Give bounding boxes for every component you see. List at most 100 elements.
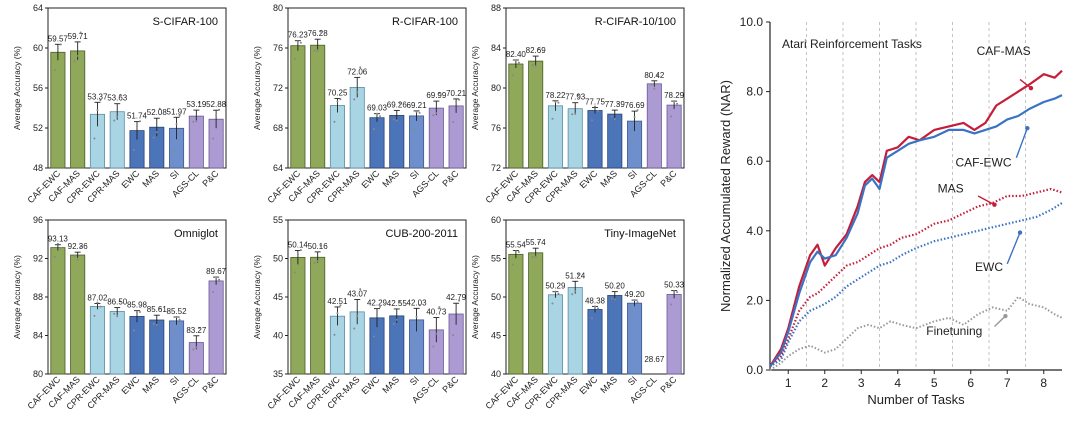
sample-dot	[113, 119, 116, 122]
sample-dot	[93, 137, 96, 140]
x-tick-label: EWC	[577, 374, 599, 396]
series-label: EWC	[975, 260, 1003, 274]
sample-dot	[59, 246, 62, 249]
bar-value-label: 40.73	[426, 308, 447, 317]
sample-dot	[517, 61, 520, 64]
y-tick-label: 45	[273, 292, 283, 302]
bar-value-label: 42.55	[387, 299, 408, 308]
y-tick-label: 0.0	[746, 363, 763, 377]
y-tick-label: 76	[273, 43, 283, 53]
y-tick-label: 88	[33, 292, 43, 302]
bar-value-label: 51.24	[565, 271, 586, 280]
chart-title: R-CIFAR-100	[392, 16, 458, 28]
sample-dot	[116, 315, 119, 318]
bar	[409, 115, 425, 169]
sample-dot	[395, 318, 398, 321]
annotation-arrow-head	[1025, 125, 1030, 131]
y-axis-label: Average Accuracy (%)	[12, 255, 22, 339]
sample-dot	[319, 30, 322, 33]
y-tick-label: 80	[33, 369, 43, 379]
sample-dot	[336, 312, 339, 315]
bar-value-label: 76.28	[308, 29, 329, 38]
y-tick-label: 35	[273, 369, 283, 379]
bar	[89, 306, 105, 375]
sample-dot	[73, 254, 76, 257]
sample-dot	[452, 334, 455, 337]
sample-dot	[438, 306, 441, 309]
sample-dot	[155, 323, 158, 326]
sample-dot	[613, 298, 616, 301]
y-axis-label: Average Accuracy (%)	[252, 255, 262, 339]
x-tick-label: 2	[821, 376, 828, 390]
bar-value-label: 83.27	[186, 326, 207, 335]
bar	[50, 247, 66, 375]
sample-dot	[392, 322, 395, 325]
bar-value-label: 48.38	[585, 296, 606, 305]
bar-panel-3: 72 76 80 84 88 Average Accuracy (%) R-CIFAR-10…	[470, 3, 685, 206]
y-tick-label: 6.0	[746, 154, 763, 168]
x-axis-label: Number of Tasks	[867, 392, 965, 407]
sample-dot	[79, 245, 82, 248]
sample-dot	[633, 116, 636, 119]
x-tick-label: 7	[1004, 376, 1011, 390]
x-tick-label: MAS	[598, 168, 619, 189]
annotation-arrow	[993, 315, 1006, 328]
bar	[607, 113, 623, 169]
annotation-arrow	[1015, 127, 1028, 158]
sample-dot	[531, 256, 534, 259]
y-tick-label: 72	[273, 83, 283, 93]
y-tick-label: 92	[33, 254, 43, 264]
sample-dot	[116, 115, 119, 118]
bar-panel-6: 40 45 50 55 60 Average Accuracy (%) Tiny-Image…	[470, 215, 685, 412]
bar-value-label: 77.93	[565, 93, 586, 102]
x-tick-label: EWC	[119, 374, 141, 396]
y-axis-label: Average Accuracy (%)	[12, 46, 22, 130]
bar-value-label: 87.02	[87, 294, 108, 303]
bar-value-label: 42.51	[327, 297, 348, 306]
sample-dot	[412, 127, 415, 130]
bar-value-label: 93.13	[48, 235, 69, 244]
y-tick-label: 72	[491, 163, 501, 173]
sample-dot	[673, 100, 676, 103]
y-tick-label: 84	[33, 331, 43, 341]
sample-dot	[379, 115, 381, 118]
sample-dot	[418, 304, 421, 307]
sample-dot	[455, 309, 458, 312]
bar	[169, 320, 185, 375]
x-tick-label: P&C	[658, 374, 679, 395]
sample-dot	[673, 290, 676, 293]
y-tick-label: 45	[491, 331, 501, 341]
bar-value-label: 43.07	[347, 290, 368, 299]
bar	[587, 309, 603, 375]
sample-dot	[630, 310, 633, 313]
annotation-arrow-head	[992, 202, 997, 207]
sample-dot	[356, 314, 359, 317]
x-tick-label: 6	[967, 376, 974, 390]
annotation-arrow	[1006, 232, 1021, 265]
bar-value-label: 50.16	[308, 242, 329, 251]
sample-dot	[53, 256, 56, 259]
sample-dot	[398, 300, 401, 303]
sample-dot	[511, 74, 514, 77]
x-tick-label: 3	[858, 376, 865, 390]
y-tick-label: 88	[491, 3, 501, 13]
sample-dot	[76, 258, 79, 261]
y-tick-label: 60	[491, 215, 501, 225]
x-tick-label: P&C	[440, 374, 461, 395]
sample-dot	[650, 83, 653, 86]
bar	[70, 254, 86, 375]
sample-dot	[76, 54, 79, 57]
y-axis-label: Average Accuracy (%)	[470, 46, 480, 130]
bar-value-label: 59.57	[48, 34, 69, 43]
sample-dot	[557, 292, 560, 295]
sample-dot	[455, 100, 458, 103]
bar-value-label: 76.69	[625, 101, 646, 110]
y-axis-label: Average Accuracy (%)	[252, 46, 262, 130]
sample-dot	[534, 65, 537, 68]
sample-dot	[616, 102, 619, 105]
x-tick-label: EWC	[119, 168, 141, 190]
sample-dot	[155, 131, 158, 134]
sample-dot	[616, 285, 619, 288]
chart-title: Atari Reinforcement Tasks	[782, 37, 922, 51]
